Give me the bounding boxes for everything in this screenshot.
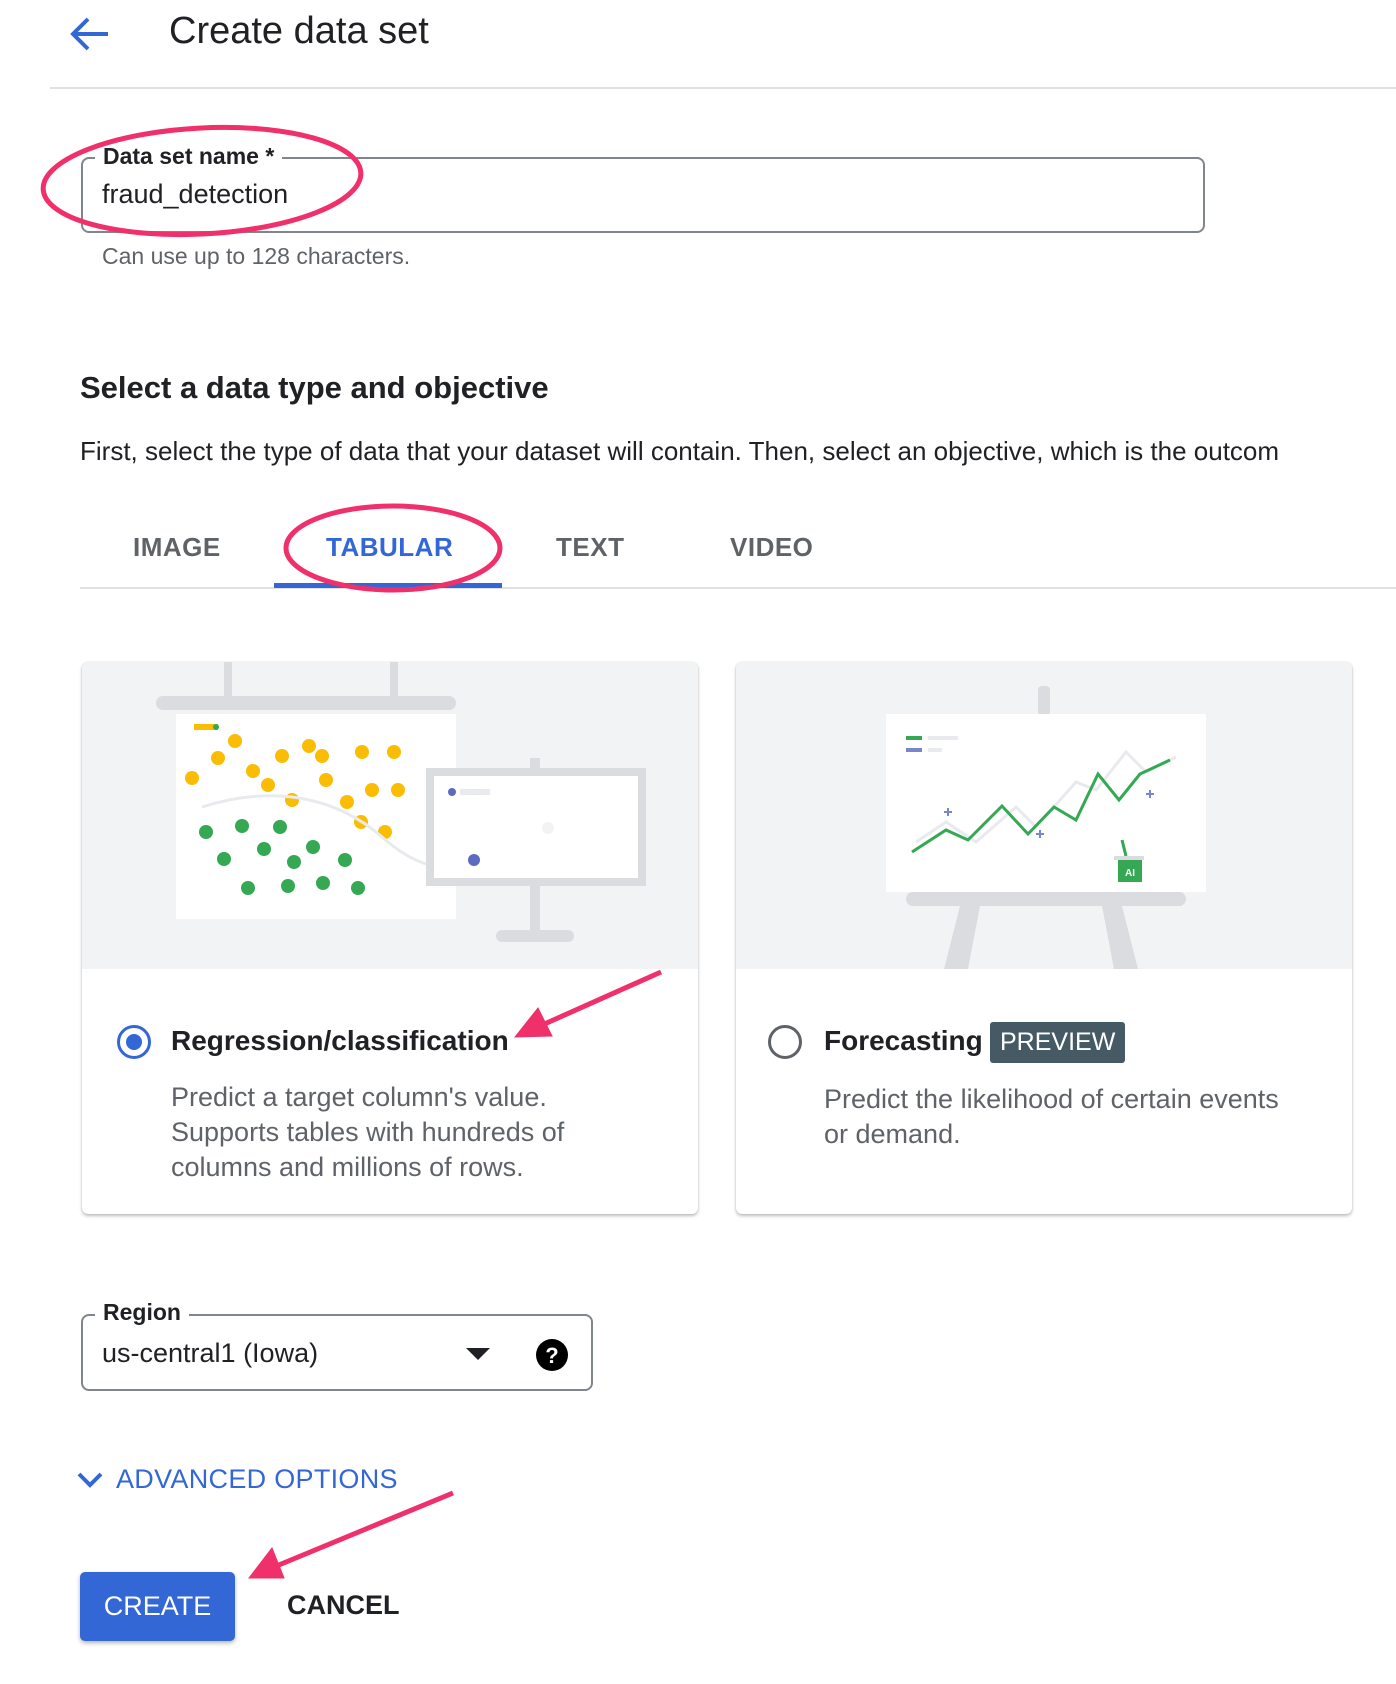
- ai-badge-art: AI: [1125, 868, 1135, 879]
- description-line: Predict a target column's value.: [171, 1082, 547, 1112]
- regression-illustration: [82, 662, 698, 969]
- forecasting-illustration: AI: [736, 662, 1352, 969]
- dataset-name-label: Data set name *: [95, 143, 283, 170]
- region-select[interactable]: Region us-central1 (Iowa) ?: [81, 1299, 593, 1391]
- description-line: Supports tables with hundreds of: [171, 1117, 565, 1147]
- help-icon[interactable]: ?: [535, 1338, 569, 1372]
- forecasting-radio[interactable]: [768, 1025, 802, 1059]
- page-title: Create data set: [169, 10, 429, 52]
- dropdown-arrow-icon[interactable]: [466, 1348, 490, 1362]
- description-line: columns and millions of rows.: [171, 1152, 524, 1182]
- tab-tabular[interactable]: TABULAR: [326, 532, 454, 562]
- forecasting-description: Predict the likelihood of certain events…: [824, 1082, 1279, 1152]
- tab-text[interactable]: TEXT: [556, 532, 625, 562]
- dataset-name-input[interactable]: Data set name * fraud_detection: [81, 143, 1205, 233]
- regression-description: Predict a target column's value. Support…: [171, 1080, 564, 1185]
- description-line: or demand.: [824, 1119, 961, 1149]
- section-heading: Select a data type and objective: [80, 370, 549, 405]
- dataset-name-helper: Can use up to 128 characters.: [102, 243, 411, 269]
- active-tab-indicator: [274, 583, 502, 588]
- dataset-name-value: fraud_detection: [102, 179, 289, 209]
- section-description: First, select the type of data that your…: [80, 436, 1280, 466]
- back-arrow-icon[interactable]: [68, 14, 112, 54]
- preview-badge: PREVIEW: [990, 1022, 1126, 1063]
- svg-text:?: ?: [545, 1343, 558, 1368]
- create-button[interactable]: CREATE: [80, 1572, 235, 1641]
- tab-video[interactable]: VIDEO: [730, 532, 814, 562]
- objective-card-forecasting[interactable]: AI Forecasting PREVIEW Predict the likel…: [736, 662, 1352, 1214]
- regression-label: Regression/classification: [171, 1025, 509, 1056]
- tab-bar-divider: [80, 587, 1396, 589]
- annotation-arrow-create: [247, 1490, 454, 1579]
- chevron-down-icon: [77, 1472, 103, 1488]
- advanced-options-label: ADVANCED OPTIONS: [116, 1464, 398, 1494]
- regression-radio[interactable]: [117, 1025, 151, 1059]
- region-value: us-central1 (Iowa): [102, 1338, 319, 1368]
- tab-image[interactable]: IMAGE: [133, 532, 221, 562]
- region-label: Region: [95, 1299, 189, 1326]
- forecasting-label: Forecasting: [824, 1025, 983, 1056]
- advanced-options-toggle[interactable]: ADVANCED OPTIONS: [76, 1464, 398, 1495]
- cancel-button[interactable]: CANCEL: [287, 1590, 400, 1620]
- description-line: Predict the likelihood of certain events: [824, 1084, 1279, 1114]
- header-divider: [50, 87, 1396, 89]
- objective-card-regression[interactable]: Regression/classification Predict a targ…: [82, 662, 698, 1214]
